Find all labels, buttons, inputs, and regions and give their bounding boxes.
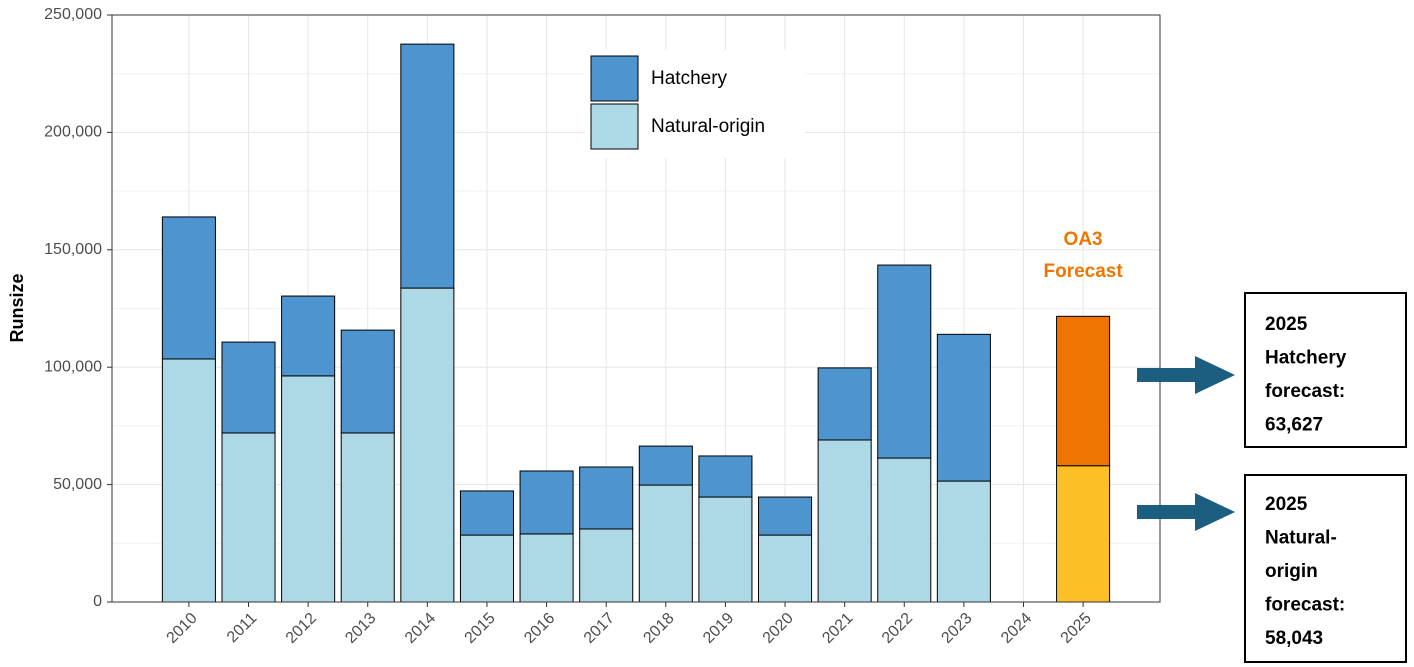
bar-segment bbox=[877, 457, 932, 603]
bar-segment bbox=[698, 455, 753, 498]
x-tick-label: 2015 bbox=[462, 610, 499, 647]
bar-segment bbox=[281, 375, 336, 603]
annotation-box bbox=[1244, 292, 1407, 448]
bar-segment bbox=[758, 534, 813, 603]
bar-segment bbox=[638, 484, 693, 603]
bar-segment bbox=[519, 470, 574, 535]
annotation-text: 63,627 bbox=[1265, 415, 1323, 436]
y-tick-label: 50,000 bbox=[53, 476, 102, 493]
x-tick-label: 2025 bbox=[1058, 610, 1095, 647]
x-tick-label: 2016 bbox=[521, 610, 558, 647]
annotation-text: Hatchery bbox=[1265, 348, 1347, 369]
bar-segment bbox=[161, 358, 216, 603]
x-tick-label: 2014 bbox=[402, 610, 439, 647]
bar-segment bbox=[340, 432, 395, 603]
annotation-text: Natural- bbox=[1265, 528, 1337, 549]
bar-segment bbox=[340, 329, 395, 434]
y-tick-label: 100,000 bbox=[44, 358, 102, 375]
legend-label: Natural-origin bbox=[651, 116, 765, 137]
bar-segment bbox=[936, 333, 991, 482]
bar-segment bbox=[400, 43, 455, 289]
annotation-box bbox=[1244, 474, 1407, 663]
bar-segment bbox=[758, 496, 813, 536]
x-tick-label: 2017 bbox=[581, 610, 618, 647]
bar-segment bbox=[281, 295, 336, 377]
arrow bbox=[1137, 356, 1235, 394]
legend-label: Hatchery bbox=[651, 68, 728, 89]
arrow bbox=[1137, 493, 1235, 531]
x-tick-label: 2019 bbox=[700, 610, 737, 647]
x-tick-label: 2020 bbox=[760, 610, 797, 647]
bar-segment bbox=[221, 341, 276, 434]
bar-segment bbox=[1056, 315, 1111, 467]
bar-segment bbox=[817, 367, 872, 441]
x-tick-label: 2013 bbox=[342, 610, 379, 647]
legend-swatch bbox=[590, 55, 639, 102]
forecast-label: Forecast bbox=[1043, 261, 1123, 282]
x-tick-label: 2010 bbox=[164, 610, 201, 647]
bar-segment bbox=[221, 432, 276, 603]
y-tick-label: 150,000 bbox=[44, 241, 102, 258]
bar-segment bbox=[459, 490, 514, 536]
forecast-label: OA3 bbox=[1064, 229, 1103, 250]
annotation-text: origin bbox=[1265, 561, 1318, 582]
annotation-text: 2025 bbox=[1265, 494, 1308, 515]
plot-border bbox=[111, 14, 1161, 603]
bar-segment bbox=[161, 216, 216, 360]
bar-segment bbox=[936, 480, 991, 603]
bar-segment bbox=[877, 264, 932, 459]
annotation-text: forecast: bbox=[1265, 381, 1345, 402]
x-tick-label: 2021 bbox=[819, 610, 856, 647]
bar-segment bbox=[817, 439, 872, 603]
x-tick-label: 2018 bbox=[640, 610, 677, 647]
x-tick-label: 2024 bbox=[998, 610, 1035, 647]
y-tick-label: 250,000 bbox=[44, 6, 102, 23]
y-tick-label: 0 bbox=[93, 593, 102, 610]
y-tick-label: 200,000 bbox=[44, 124, 102, 141]
bar-segment bbox=[519, 533, 574, 603]
x-tick-label: 2022 bbox=[879, 610, 916, 647]
bar-segment bbox=[1056, 465, 1111, 603]
annotation-text: 58,043 bbox=[1265, 628, 1323, 649]
y-axis-label: Runsize bbox=[7, 273, 27, 342]
legend-swatch bbox=[590, 103, 639, 150]
bar-segment bbox=[400, 287, 455, 603]
x-tick-label: 2023 bbox=[938, 610, 975, 647]
bar-segment bbox=[459, 534, 514, 603]
annotation-text: 2025 bbox=[1265, 314, 1308, 335]
x-tick-label: 2012 bbox=[283, 610, 320, 647]
x-tick-label: 2011 bbox=[224, 610, 260, 646]
bar-segment bbox=[698, 496, 753, 603]
bar-segment bbox=[638, 445, 693, 486]
bar-segment bbox=[579, 528, 634, 603]
annotation-text: forecast: bbox=[1265, 595, 1345, 616]
bar-segment bbox=[579, 466, 634, 530]
